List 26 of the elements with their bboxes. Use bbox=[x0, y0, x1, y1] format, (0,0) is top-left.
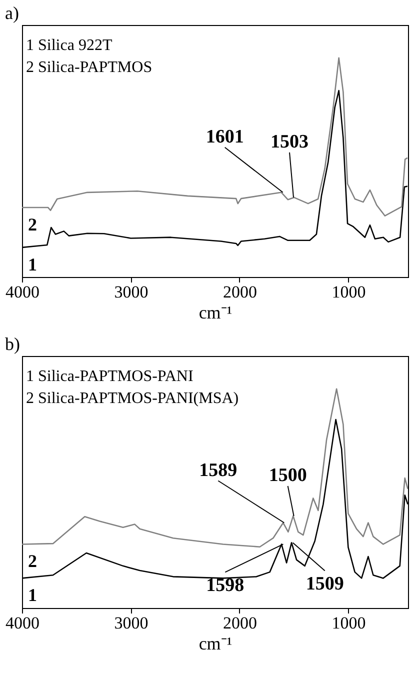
annotation: 2 Silica-PAPTMOS-PANI(MSA) bbox=[26, 390, 239, 407]
annotation: 1509 bbox=[306, 574, 344, 595]
chart-title: a) bbox=[5, 3, 19, 23]
series-label: 1 bbox=[28, 254, 37, 274]
text: 1 Silica 922T bbox=[26, 37, 112, 54]
annotation: 1598 bbox=[206, 575, 244, 596]
series-label: 2 bbox=[28, 214, 37, 235]
x-tick-label: 4000 bbox=[6, 282, 40, 302]
series-label: 2 bbox=[28, 551, 37, 572]
annotation: 1503 bbox=[270, 131, 309, 152]
series-label: 1 bbox=[28, 585, 37, 606]
text: 1 Silica-PAPTMOS-PANI bbox=[26, 368, 194, 385]
annotation: 2 Silica-PAPTMOS bbox=[26, 59, 152, 76]
x-tick-label: 2000 bbox=[222, 282, 257, 302]
x-tick-label: 4000 bbox=[6, 614, 40, 632]
x-tick-label: 3000 bbox=[114, 614, 148, 632]
x-tick-label: 1000 bbox=[332, 614, 366, 632]
x-axis-title: cm⁻¹ bbox=[198, 634, 232, 654]
annotation: 1500 bbox=[268, 464, 307, 486]
x-tick-label: 2000 bbox=[222, 614, 257, 632]
x-axis-title: cm⁻¹ bbox=[198, 302, 232, 322]
x-tick-label: 1000 bbox=[332, 282, 366, 302]
annotation: 1589 bbox=[199, 460, 238, 481]
chart-title: b) bbox=[5, 334, 20, 354]
x-tick-label: 3000 bbox=[114, 282, 148, 302]
annotation: 1601 bbox=[206, 126, 244, 148]
